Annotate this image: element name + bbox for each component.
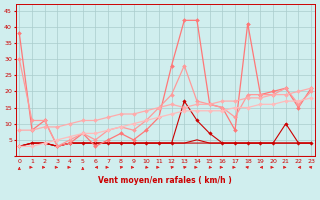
- X-axis label: Vent moyen/en rafales ( km/h ): Vent moyen/en rafales ( km/h ): [98, 176, 232, 185]
